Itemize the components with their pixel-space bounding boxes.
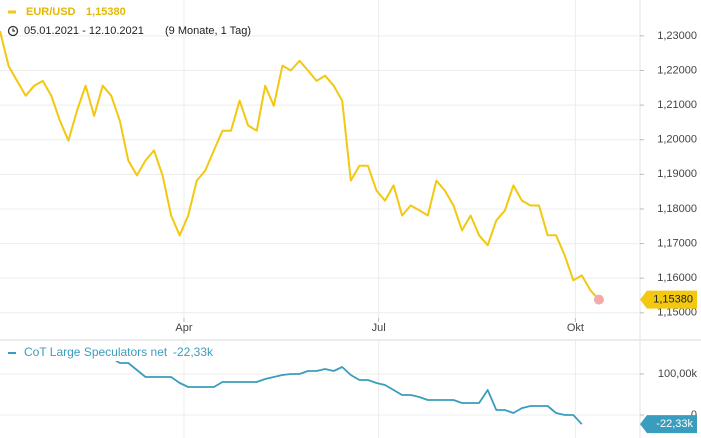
legend-value: 1,15380	[86, 6, 126, 18]
y-tick-label: 1,20000	[657, 134, 697, 146]
last-value-label: -22,33k	[656, 418, 693, 430]
clock-hands	[12, 28, 15, 32]
series-line	[0, 30, 600, 301]
y-tick-label: 1,21000	[657, 99, 697, 111]
last-value-badge	[640, 415, 697, 434]
legend-label: CoT Large Speculators net	[24, 345, 168, 359]
x-tick-label: Okt	[567, 322, 584, 334]
y-tick-label: 1,23000	[657, 30, 697, 42]
x-tick-label: Apr	[175, 322, 192, 334]
legend-label: EUR/USD	[26, 6, 76, 18]
y-tick-label: 100,00k	[658, 368, 698, 380]
y-tick-label: 1,22000	[657, 64, 697, 76]
y-tick-label: 1,15000	[657, 307, 697, 319]
subtitle: 05.01.2021 - 12.10.2021	[24, 25, 144, 37]
last-point	[593, 294, 604, 305]
last-value-badge	[640, 290, 697, 309]
legend-value: -22,33k	[173, 345, 214, 359]
y-tick-label: 1,18000	[657, 203, 697, 215]
x-tick-label: Jul	[372, 322, 386, 334]
last-value-label: 1,15380	[653, 294, 693, 306]
legend-background	[0, 345, 225, 361]
period: (9 Monate, 1 Tag)	[165, 25, 251, 37]
clock-icon	[7, 25, 19, 37]
y-tick-label: 1,19000	[657, 168, 697, 180]
y-tick-label: 0	[691, 409, 697, 421]
legend: EUR/USD 1,15380 05.01.2021 - 12.10.2021 …	[7, 6, 251, 37]
y-tick-label: 1,16000	[657, 272, 697, 284]
y-tick-label: 1,17000	[657, 237, 697, 249]
